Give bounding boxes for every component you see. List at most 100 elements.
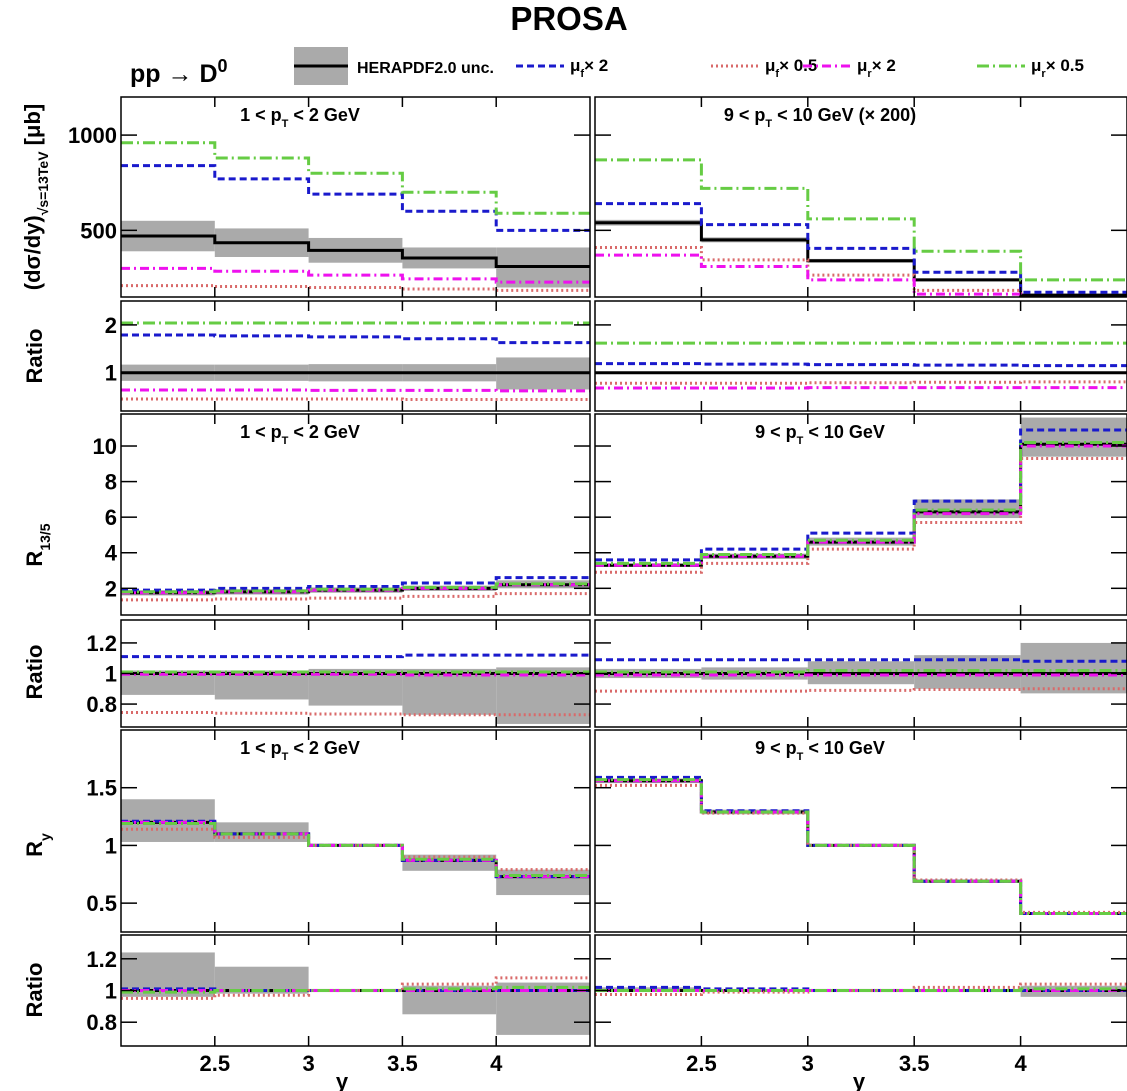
ytick-label: 1 <box>105 979 117 1004</box>
legend-mur05-label-part: × 0.5 <box>1046 56 1084 75</box>
xsec-ylabel-part: (dσ/dy) <box>20 215 45 290</box>
process-label-part: pp <box>130 60 168 88</box>
legend-muf05-label-part: μ <box>765 56 775 75</box>
panel-title-part: 1 < p <box>240 422 282 442</box>
series-mur2 <box>121 388 590 393</box>
process-label-part: → <box>168 60 200 88</box>
x-axis-label: y <box>336 1069 349 1091</box>
ytick-label: 1.5 <box>86 776 117 801</box>
xtick-label: 2.5 <box>686 1051 717 1076</box>
series-mur05 <box>595 987 1127 992</box>
x-axis-label: y <box>853 1069 866 1091</box>
ratio-ylabel-2-part: Ratio <box>22 645 47 700</box>
plot-area-ry-high <box>595 775 1127 916</box>
panel-ratio2-low: 0.8 1 1.2 <box>86 619 591 728</box>
ratio-ylabel-3-part: Ratio <box>22 963 47 1018</box>
panel-title-part: 9 < p <box>724 105 766 125</box>
plot-area-ratio1-low <box>121 321 590 402</box>
panel-xsec-low: 500 1000 1 < pT < 2 GeV <box>68 96 591 298</box>
panel-title-part: < 10 GeV <box>803 738 885 758</box>
series-mur2 <box>121 672 590 677</box>
ytick-label: 1000 <box>68 123 117 148</box>
panel-title-part: < 10 GeV <box>772 105 854 125</box>
panel-title-part: T <box>282 118 289 130</box>
legend-muf05-label-part: × 0.5 <box>779 56 817 75</box>
panel-ratio1-low: 12 <box>105 300 591 412</box>
series-muf2 <box>595 202 1127 294</box>
panel-frame <box>120 729 591 933</box>
series-mur05 <box>121 821 590 877</box>
panel-title: 1 < pT < 2 GeV <box>240 422 360 447</box>
series-mur05 <box>595 778 1127 916</box>
xsec-ylabel: (dσ/dy)√s=13TeV [μb] <box>20 104 51 290</box>
panel-title-part: T <box>797 751 804 763</box>
panel-title-part: T <box>765 118 772 130</box>
panel-title-part: < 2 GeV <box>288 422 360 442</box>
panel-frame <box>120 413 591 616</box>
series-muf2 <box>121 653 590 659</box>
series-mur05 <box>595 158 1127 282</box>
xtick-label: 3 <box>302 1051 314 1076</box>
legend-mur05-label: μr× 0.5 <box>1031 56 1084 80</box>
panel-ratio2-high <box>594 619 1127 728</box>
ratio-ylabel-1: Ratio <box>22 329 47 384</box>
ry-ylabel: Ry <box>22 833 53 857</box>
ytick-label: 1.2 <box>86 947 117 972</box>
panel-ratio3-low: 0.8 1 1.2 2.5 3 3.5 4 y <box>86 934 591 1091</box>
series-muf2 <box>595 362 1127 368</box>
r135-ylabel-part: 13/5 <box>37 523 53 550</box>
panel-ratio1-high <box>594 300 1127 412</box>
legend-mur2-label-part: × 2 <box>872 56 896 75</box>
series-muf05 <box>121 827 590 872</box>
plot-area-ratio2-high <box>595 642 1127 694</box>
panel-title: 9 < pT < 10 GeV <box>755 738 885 763</box>
series-muf05 <box>595 687 1127 693</box>
process-label: pp → D0 <box>130 56 228 88</box>
xtick-label: 2.5 <box>200 1051 231 1076</box>
series-muf05 <box>121 284 590 292</box>
panel-title-part: < 2 GeV <box>288 105 360 125</box>
legend-mur05-label-part: r <box>1041 68 1046 80</box>
ytick-label: 1 <box>105 361 117 386</box>
plot-area-ratio3-low <box>121 952 590 1035</box>
panel-title-part: 9 < p <box>755 422 797 442</box>
plot-area-r135-low <box>121 576 590 602</box>
panel-title-part: < 10 GeV <box>803 422 885 442</box>
legend-muf2-label-part: f <box>580 68 584 80</box>
plot-area-xsec-low <box>121 141 590 292</box>
xtick-label: 4 <box>490 1051 503 1076</box>
legend-herapdf-label-part: HERAPDF2.0 unc. <box>357 60 494 77</box>
panel-title-part: 1 < p <box>240 105 282 125</box>
legend-muf05-label: μf× 0.5 <box>765 56 817 80</box>
band-bin <box>1020 417 1127 457</box>
series-mur05 <box>595 668 1127 674</box>
ytick-label: 1.2 <box>86 631 117 656</box>
series-mur2 <box>595 444 1127 567</box>
panel-title: 1 < pT < 2 GeV <box>240 738 360 763</box>
ry-ylabel-part: y <box>37 833 53 841</box>
plot-area-ratio3-high <box>595 982 1127 997</box>
r135-ylabel-part: R <box>22 551 47 567</box>
panel-xsec-high: 9 < pT < 10 GeV (× 200) <box>594 96 1127 298</box>
series-muf05 <box>121 976 590 1000</box>
series-muf2 <box>121 164 590 232</box>
legend-mur2-label: μr× 2 <box>857 56 896 80</box>
series-mur05 <box>121 141 590 215</box>
panel-ratio3-high: 2.5 3 3.5 4 y <box>594 934 1127 1091</box>
ytick-label: 1 <box>105 833 117 858</box>
legend-herapdf-label: HERAPDF2.0 unc. <box>357 60 494 77</box>
legend-muf2-label: μf× 2 <box>570 56 608 80</box>
panel-frame <box>594 96 1127 298</box>
band-bin <box>402 668 497 715</box>
series-mur2 <box>121 266 590 284</box>
panel-frame <box>594 413 1127 616</box>
xtick-label: 3.5 <box>899 1051 930 1076</box>
plot-area-ratio2-low <box>121 653 590 724</box>
panel-title-part: T <box>797 435 804 447</box>
panel-title: 9 < pT < 10 GeV <box>755 422 885 447</box>
legend-muf05-label-part: f <box>775 68 779 80</box>
